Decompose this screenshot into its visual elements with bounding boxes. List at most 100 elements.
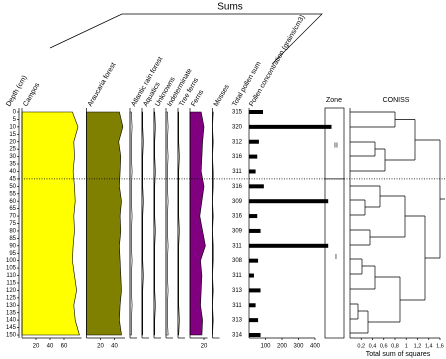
x-tick-label: 20 xyxy=(33,344,40,350)
x-tick-label: 1,2 xyxy=(414,343,422,349)
x-tick-label: 1 xyxy=(405,343,408,349)
total-value: 315 xyxy=(232,110,243,116)
total-value: 311 xyxy=(232,303,242,309)
total-value: 316 xyxy=(232,184,243,190)
y-tick-label: 120 xyxy=(6,288,17,294)
x-tick-label: 1,4 xyxy=(425,343,433,349)
y-tick-label: 70 xyxy=(9,214,16,220)
y-tick-label: 130 xyxy=(6,303,17,309)
concentration-bar xyxy=(249,243,329,248)
total-value: 313 xyxy=(232,288,243,294)
y-tick-label: 95 xyxy=(9,251,16,257)
x-tick-label: 60 xyxy=(61,344,68,350)
y-tick-label: 135 xyxy=(6,310,17,316)
x-tick-label: 0,6 xyxy=(380,343,388,349)
y-tick-label: 50 xyxy=(9,184,16,190)
total-value: 308 xyxy=(232,258,243,264)
y-tick-label: 30 xyxy=(9,154,16,160)
total-value: 312 xyxy=(232,139,243,145)
series-name: Campos xyxy=(22,81,41,108)
total-value: 320 xyxy=(232,124,243,130)
concentration-bar xyxy=(249,139,259,144)
concentration-bar xyxy=(249,333,261,337)
zone-box xyxy=(324,107,345,339)
series-area xyxy=(129,111,133,336)
dendrogram xyxy=(350,111,445,334)
sums-label: Sums xyxy=(217,2,243,13)
x-tick-label: 0,4 xyxy=(369,343,377,349)
total-value: 309 xyxy=(232,229,243,235)
y-tick-label: 115 xyxy=(6,281,16,287)
x-tick-label: 300 xyxy=(293,344,304,350)
x-tick-label: 100 xyxy=(260,344,271,350)
total-value: 311 xyxy=(232,169,242,175)
y-tick-label: 150 xyxy=(6,333,17,339)
sums-bracket xyxy=(49,13,323,65)
x-tick-label: 0,8 xyxy=(391,343,399,349)
series-area xyxy=(86,111,124,336)
concentration-bar xyxy=(249,154,258,159)
coniss-label: CONISS xyxy=(383,97,410,104)
concentration-bar xyxy=(249,288,261,293)
y-tick-label: 80 xyxy=(9,229,16,235)
x-tick-label: 40 xyxy=(47,344,54,350)
zone-label: Zone xyxy=(326,97,342,104)
y-tick-label: 90 xyxy=(9,243,16,249)
concentration-bar xyxy=(249,303,256,308)
coniss-x-label: Total sum of squares xyxy=(366,351,431,358)
series-name: Mosses xyxy=(213,83,231,108)
y-tick-label: 85 xyxy=(9,236,16,242)
series-area xyxy=(21,111,80,336)
y-tick-label: 125 xyxy=(6,295,17,301)
concentration-bar xyxy=(249,169,256,174)
series-area xyxy=(153,111,156,336)
y-tick-label: 75 xyxy=(9,221,16,227)
concentration-bar xyxy=(249,124,332,129)
x-tick-label: 400 xyxy=(310,344,321,350)
y-tick-label: 145 xyxy=(6,325,17,331)
concentration-bar xyxy=(249,184,264,189)
zone-name: II xyxy=(334,142,338,149)
total-value: 311 xyxy=(232,243,242,249)
y-tick-label: 105 xyxy=(6,266,17,272)
y-tick-label: 140 xyxy=(6,318,17,324)
series-area xyxy=(189,111,206,336)
y-tick-label: 40 xyxy=(9,169,16,175)
concentration-bar xyxy=(249,228,261,233)
y-tick-label: 65 xyxy=(9,206,16,212)
y-tick-label: 15 xyxy=(9,132,16,138)
total-value: 311 xyxy=(232,273,242,279)
total-value: 313 xyxy=(232,318,243,324)
series-name: Araucaria forest xyxy=(87,62,118,108)
concentration-bar xyxy=(249,258,259,263)
concentration-bar xyxy=(249,214,258,219)
y-tick-label: 20 xyxy=(9,139,16,145)
concentration-bar xyxy=(249,110,264,114)
y-tick-label: 0 xyxy=(13,110,17,116)
x-tick-label: 1,6 xyxy=(436,343,444,349)
y-tick-label: 60 xyxy=(9,199,16,205)
y-tick-label: 110 xyxy=(6,273,16,279)
y-tick-label: 5 xyxy=(13,117,17,123)
zone-name: I xyxy=(335,254,337,261)
series-area xyxy=(177,111,180,336)
y-tick-label: 35 xyxy=(9,162,16,168)
series-area xyxy=(165,111,169,336)
x-tick-label: 200 xyxy=(277,344,288,350)
x-tick-label: 40 xyxy=(111,344,118,350)
y-tick-label: 25 xyxy=(9,147,16,153)
x-tick-label: 20 xyxy=(201,344,208,350)
concentration-bar xyxy=(249,199,329,204)
y-tick-label: 10 xyxy=(9,124,16,130)
concentration-bar xyxy=(249,273,254,278)
y-tick-label: 45 xyxy=(9,176,16,182)
y-tick-label: 100 xyxy=(6,258,17,264)
total-value: 314 xyxy=(232,333,243,339)
series-area xyxy=(141,111,144,336)
x-tick-label: 20 xyxy=(97,344,104,350)
x-tick-label: 0,2 xyxy=(357,343,365,349)
total-value: 309 xyxy=(232,199,243,205)
total-value: 316 xyxy=(232,154,243,160)
concentration-bar xyxy=(249,318,259,323)
